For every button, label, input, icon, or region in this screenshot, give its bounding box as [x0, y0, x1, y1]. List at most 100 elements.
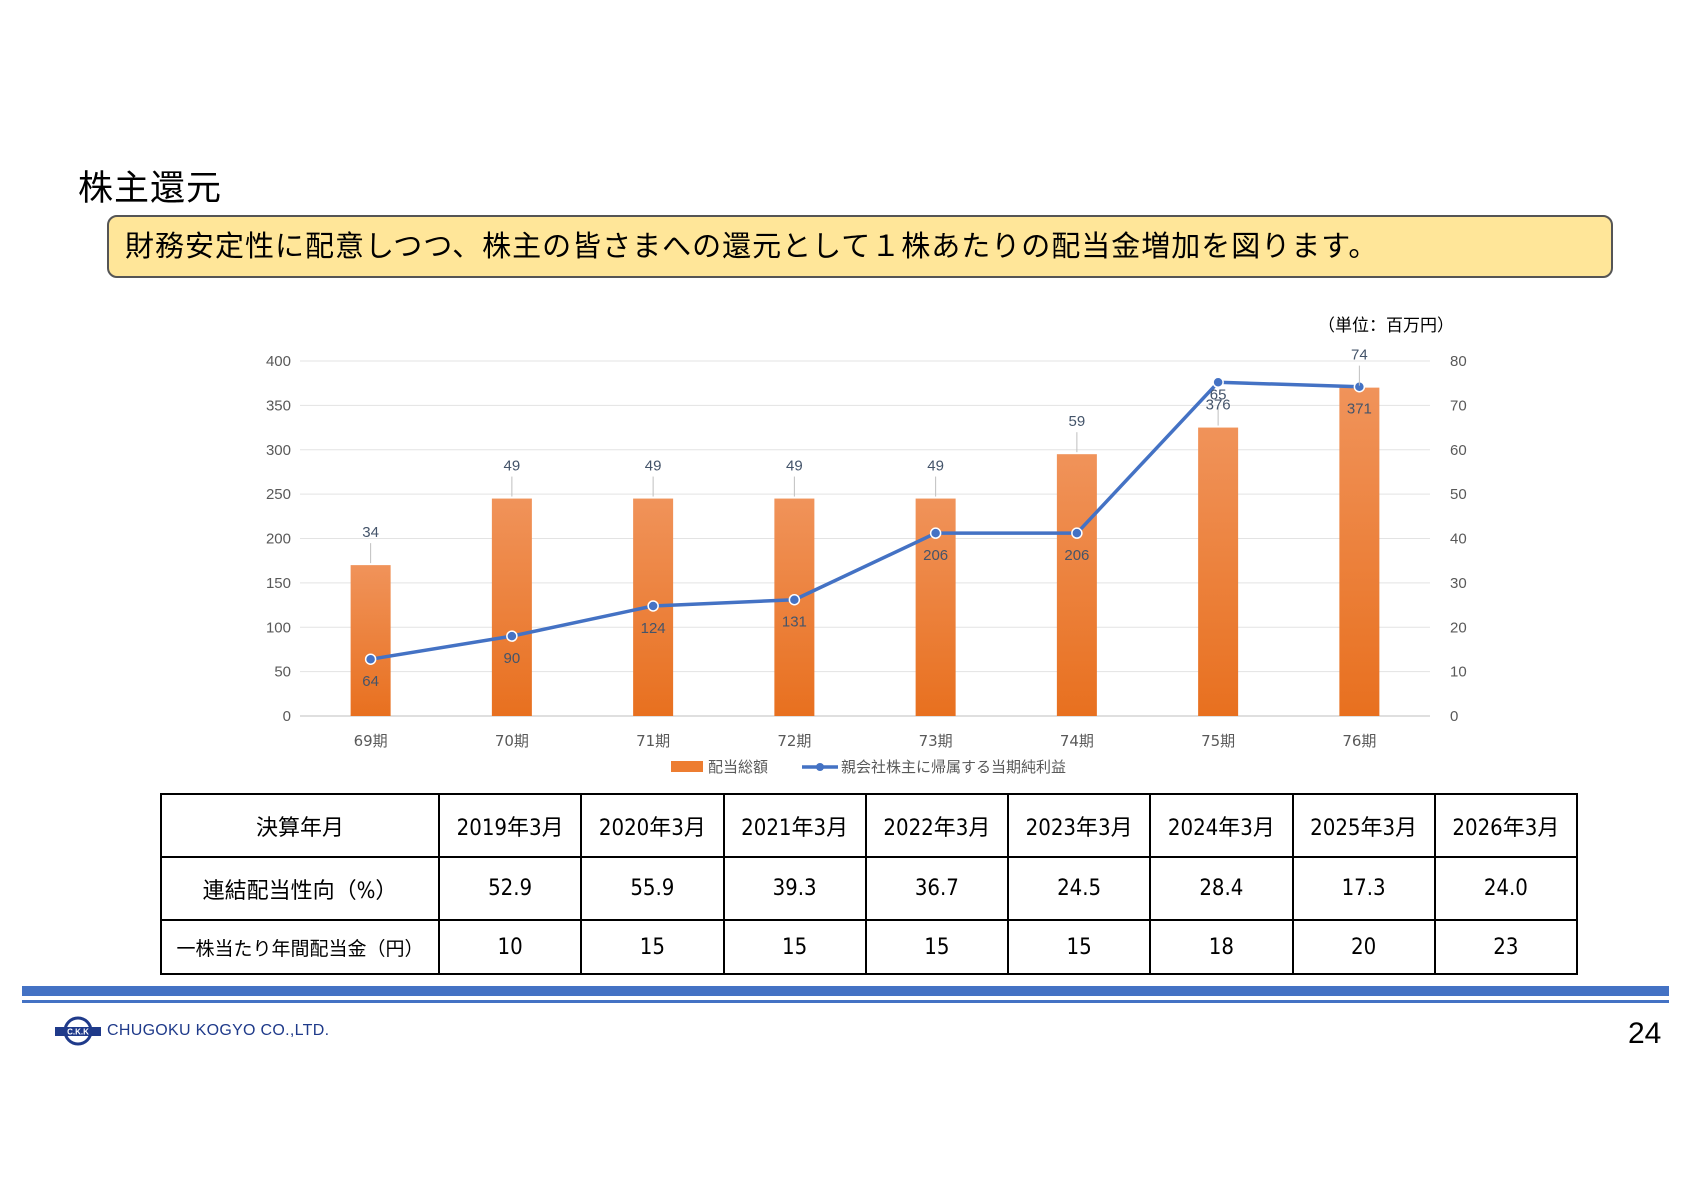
table-row-head: 連結配当性向（%） — [160, 856, 440, 922]
line-data-label: 206 — [1064, 547, 1089, 564]
line-data-label: 124 — [641, 620, 666, 637]
page-title: 株主還元 — [78, 169, 223, 209]
table-cell: 36.7 — [864, 856, 1010, 922]
right-axis-tick-label: 10 — [1450, 664, 1467, 681]
legend-bar-label: 配当総額 — [708, 758, 768, 776]
line-data-label: 206 — [923, 547, 948, 564]
table-cell: 28.4 — [1149, 856, 1294, 922]
table-header-cell: 2021年3月 — [722, 792, 867, 859]
table-header-cell: 2026年3月 — [1433, 792, 1579, 859]
left-axis-tick-label: 0 — [283, 708, 291, 725]
table-cell: 15 — [580, 919, 725, 975]
table-cell: 39.3 — [722, 856, 867, 922]
dividend-bar — [350, 565, 391, 716]
left-axis-tick-label: 300 — [266, 442, 291, 459]
footer-divider-thin — [22, 1000, 1669, 1003]
bar-data-label: 34 — [362, 524, 379, 541]
line-data-label: 376 — [1206, 396, 1231, 413]
right-axis-tick-label: 60 — [1450, 442, 1467, 459]
table-header-cell: 2022年3月 — [864, 792, 1010, 859]
bar-data-label: 74 — [1351, 347, 1368, 364]
line-data-label: 64 — [362, 673, 379, 690]
bar-data-label: 49 — [645, 458, 662, 475]
left-axis-tick-label: 400 — [266, 353, 291, 370]
left-axis-tick-label: 50 — [274, 664, 291, 681]
left-axis-tick-label: 200 — [266, 531, 291, 548]
right-axis-tick-label: 40 — [1450, 531, 1467, 548]
table-header-cell: 2025年3月 — [1291, 792, 1436, 859]
category-label: 72期 — [777, 732, 811, 750]
dividend-bar — [774, 498, 815, 716]
left-axis-tick-label: 250 — [266, 486, 291, 503]
legend-line-marker — [816, 763, 824, 771]
right-axis-tick-label: 50 — [1450, 486, 1467, 503]
left-axis-tick-label: 350 — [266, 397, 291, 414]
table-cell: 15 — [1006, 919, 1152, 975]
company-name: CHUGOKU KOGYO CO.,LTD. — [107, 1022, 330, 1039]
right-axis-tick-label: 30 — [1450, 575, 1467, 592]
table-header-cell: 2019年3月 — [437, 792, 583, 859]
right-axis-tick-label: 70 — [1450, 397, 1467, 414]
category-label: 76期 — [1342, 732, 1376, 750]
table-cell: 15 — [722, 919, 867, 975]
net-income-point — [364, 653, 377, 665]
category-label: 74期 — [1060, 732, 1094, 750]
table-cell: 15 — [864, 919, 1010, 975]
bar-data-label: 65 — [1210, 387, 1227, 404]
table-row: 一株当たり年間配当金（円） 10 15 15 15 15 18 20 23 — [160, 919, 1579, 975]
net-income-point — [506, 630, 518, 642]
message-box: 財務安定性に配意しつつ、株主の皆さまへの還元として１株あたりの配当金増加を図りま… — [107, 215, 1613, 278]
dividend-bar — [491, 498, 532, 716]
category-label: 73期 — [919, 732, 953, 750]
table-header-cell: 決算年月 — [160, 792, 440, 859]
right-axis-tick-label: 80 — [1450, 353, 1467, 370]
table-cell: 18 — [1149, 919, 1294, 975]
line-data-label: 371 — [1347, 401, 1372, 418]
net-income-point — [929, 527, 942, 539]
legend-line-label: 親会社株主に帰属する当期純利益 — [841, 758, 1066, 776]
table-cell: 10 — [437, 919, 583, 975]
table-cell: 24.5 — [1006, 856, 1152, 922]
bar-data-label: 49 — [504, 458, 521, 475]
page-number: 24 — [1628, 1017, 1662, 1050]
category-label: 71期 — [636, 732, 670, 750]
table-cell: 20 — [1291, 919, 1436, 975]
table-cell: 24.0 — [1433, 856, 1579, 922]
table-cell: 23 — [1433, 919, 1579, 975]
net-income-point — [1212, 376, 1224, 389]
legend-bar-swatch — [671, 761, 703, 772]
net-income-point — [647, 600, 659, 612]
bar-data-label: 59 — [1069, 413, 1086, 430]
table-cell: 55.9 — [580, 856, 725, 922]
line-data-label: 131 — [782, 614, 807, 631]
right-axis-tick-label: 0 — [1450, 708, 1458, 725]
table-header-cell: 2023年3月 — [1006, 792, 1152, 859]
left-axis-tick-label: 100 — [266, 619, 291, 636]
dividend-table: 決算年月 2019年3月 2020年3月 2021年3月 2022年3月 202… — [160, 792, 1579, 975]
left-axis-tick-label: 150 — [266, 575, 291, 592]
right-axis-tick-label: 20 — [1450, 619, 1467, 636]
dividend-bar — [1339, 387, 1380, 716]
table-row-head: 一株当たり年間配当金（円） — [160, 919, 440, 975]
footer-divider — [22, 986, 1669, 996]
table-header-cell: 2020年3月 — [580, 792, 725, 859]
net-income-point — [1071, 527, 1083, 539]
net-income-line — [370, 380, 1360, 661]
dividend-bar — [1056, 454, 1097, 716]
company-logo: C.K.K CHUGOKU KOGYO CO.,LTD. — [55, 1016, 329, 1046]
table-header-row: 決算年月 2019年3月 2020年3月 2021年3月 2022年3月 202… — [160, 792, 1579, 859]
dividend-bar — [1198, 427, 1239, 716]
category-label: 75期 — [1201, 732, 1235, 750]
table-row: 連結配当性向（%） 52.9 55.9 39.3 36.7 24.5 28.4 … — [160, 856, 1579, 922]
category-label: 69期 — [354, 732, 388, 750]
table-header-cell: 2024年3月 — [1149, 792, 1294, 859]
logo-text: C.K.K — [67, 1028, 89, 1037]
category-label: 70期 — [495, 732, 529, 750]
table-cell: 17.3 — [1291, 856, 1436, 922]
bar-data-label: 49 — [786, 458, 803, 475]
net-income-point — [788, 593, 801, 606]
table-cell: 52.9 — [437, 856, 583, 922]
ckk-logo-icon: C.K.K — [55, 1016, 101, 1046]
unit-note: （単位：百万円） — [1318, 316, 1454, 336]
